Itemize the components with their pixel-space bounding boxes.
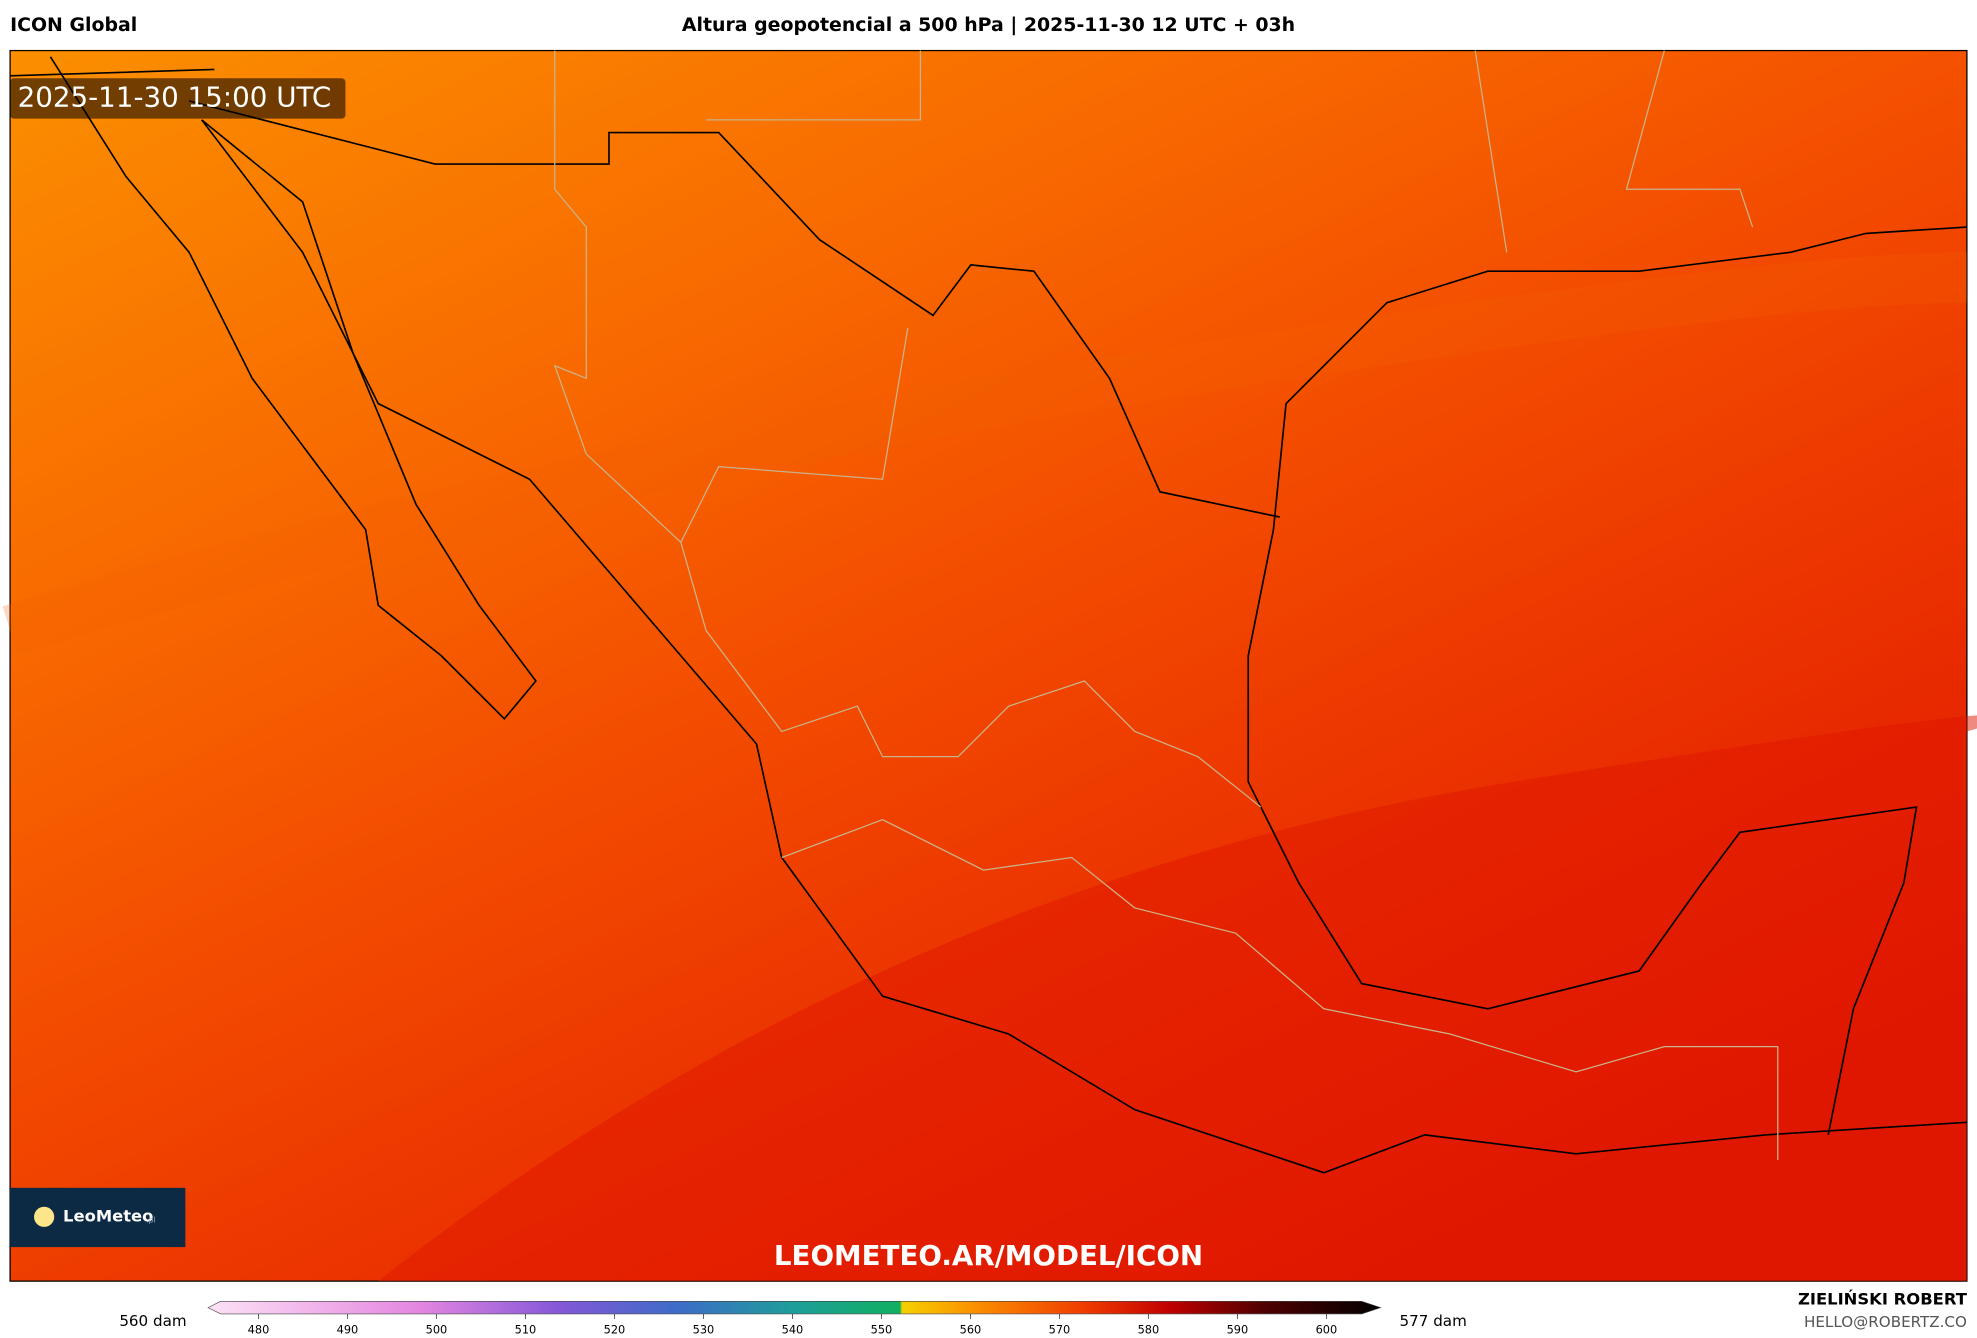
colorbar-tick-label: 510 <box>515 1322 537 1336</box>
colorbar-tick-label: 580 <box>1138 1322 1160 1336</box>
logo-sun <box>34 1206 55 1227</box>
colorbar-max-label: 577 dam <box>1400 1312 1467 1330</box>
colorbar-tick-label: 570 <box>1049 1322 1071 1336</box>
colorbar-tick-label: 590 <box>1227 1322 1249 1336</box>
colorbar-tick-label: 600 <box>1316 1322 1338 1336</box>
colorbar-tick-label: 550 <box>871 1322 893 1336</box>
colorbar-tick-label: 490 <box>337 1322 359 1336</box>
logo: LeoMeteo <box>63 1206 153 1225</box>
timestamp: 2025-11-30 15:00 UTC <box>18 80 332 113</box>
colorbar-min-label: 560 dam <box>119 1312 186 1330</box>
colorbar-tick-label: 530 <box>693 1322 715 1336</box>
colorbar-tick-label: 520 <box>604 1322 626 1336</box>
map: 2025-11-30 15:00 UTC LeoMeteo .pl LEOMET… <box>2 49 1977 1282</box>
email: HELLO@ROBERTZ.CO <box>1804 1313 1967 1331</box>
colorbar: 560 dam 577 dam 480 490 500 510 520 530 540 550… <box>119 1300 1467 1336</box>
logo-suffix: .pl <box>146 1216 155 1225</box>
author: ZIELIŃSKI ROBERT <box>1798 1290 1968 1309</box>
colorbar-ramp <box>207 1300 1382 1315</box>
timestamp-box <box>10 78 346 119</box>
borders <box>553 50 1779 1161</box>
contour-band <box>2 252 1967 655</box>
coastlines <box>10 56 1967 1174</box>
colorbar-tick-label: 560 <box>960 1322 982 1336</box>
colorbar-tick-label: 500 <box>426 1322 448 1336</box>
colorbar-tick-label: 480 <box>248 1322 270 1336</box>
watermark: LEOMETEO.AR/MODEL/ICON <box>774 1239 1203 1272</box>
contour-band <box>378 715 1977 1282</box>
map-title: Altura geopotencial a 500 hPa | 2025-11-… <box>682 14 1295 36</box>
model-name: ICON Global <box>10 14 137 36</box>
colorbar-tick-label: 540 <box>782 1322 804 1336</box>
